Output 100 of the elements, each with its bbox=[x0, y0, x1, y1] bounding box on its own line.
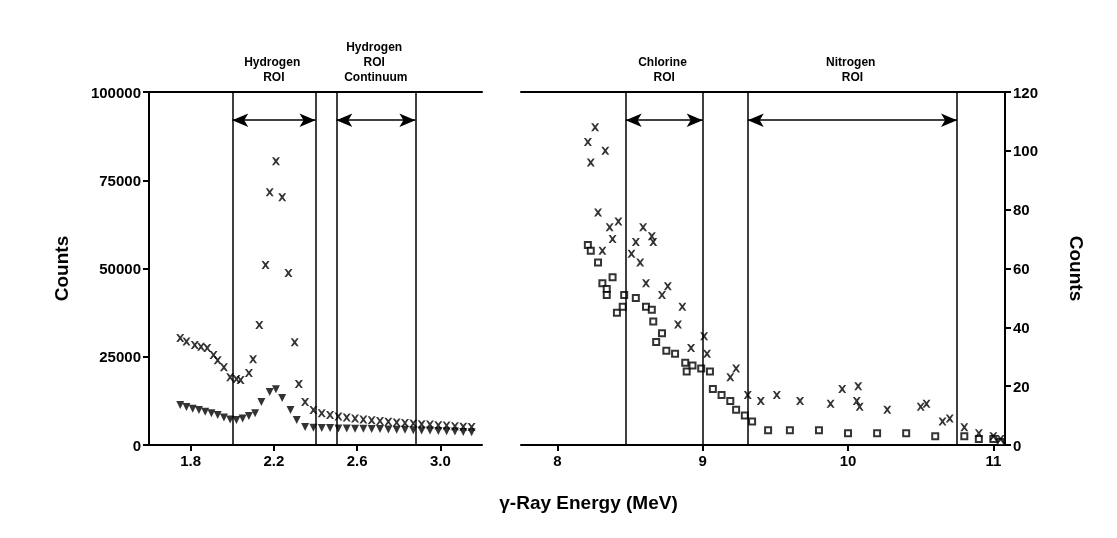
point bbox=[342, 413, 351, 422]
point bbox=[855, 402, 864, 411]
point bbox=[601, 146, 610, 155]
point bbox=[197, 342, 206, 351]
point bbox=[732, 405, 741, 414]
point bbox=[286, 406, 295, 415]
point bbox=[586, 158, 595, 167]
point bbox=[213, 356, 222, 365]
y2-tick-label: 120 bbox=[1013, 83, 1039, 101]
x-tick-label: 8 bbox=[553, 452, 562, 469]
point bbox=[376, 417, 385, 425]
point bbox=[636, 258, 645, 267]
point bbox=[301, 423, 310, 431]
point bbox=[662, 346, 671, 355]
point bbox=[255, 320, 264, 329]
x-tick-label: 3.0 bbox=[429, 452, 451, 469]
point bbox=[883, 405, 892, 414]
point bbox=[627, 249, 636, 258]
point bbox=[301, 397, 310, 406]
point bbox=[726, 373, 735, 382]
point bbox=[219, 413, 228, 422]
point bbox=[671, 349, 680, 358]
point bbox=[657, 290, 666, 299]
point bbox=[342, 424, 351, 433]
point bbox=[748, 417, 757, 426]
point bbox=[756, 396, 765, 405]
point bbox=[612, 308, 621, 317]
point bbox=[708, 385, 717, 394]
point bbox=[317, 409, 326, 418]
point bbox=[826, 399, 835, 408]
point bbox=[367, 425, 376, 434]
point bbox=[647, 305, 656, 314]
y2-tick-label: 40 bbox=[1013, 318, 1030, 336]
point bbox=[467, 428, 476, 437]
point bbox=[400, 425, 409, 434]
point bbox=[244, 412, 253, 421]
y2-tick-label: 0 bbox=[1013, 436, 1022, 454]
point bbox=[639, 223, 648, 232]
point bbox=[213, 410, 222, 419]
x-tick-label: 9 bbox=[698, 452, 707, 469]
point bbox=[687, 343, 696, 352]
point bbox=[814, 426, 823, 435]
point bbox=[317, 424, 326, 433]
point bbox=[960, 423, 969, 432]
point bbox=[649, 238, 658, 247]
point bbox=[594, 258, 603, 267]
point bbox=[796, 396, 805, 405]
point bbox=[583, 240, 592, 249]
point bbox=[586, 246, 595, 255]
text: Nitrogen ROI bbox=[826, 54, 879, 84]
point bbox=[271, 157, 280, 166]
point bbox=[852, 396, 861, 405]
point bbox=[376, 425, 385, 434]
point bbox=[384, 425, 393, 434]
x-tick-label: 2.2 bbox=[263, 452, 285, 469]
point bbox=[583, 138, 592, 147]
point bbox=[682, 367, 691, 376]
point bbox=[176, 334, 185, 343]
point bbox=[705, 367, 714, 376]
point bbox=[838, 385, 847, 394]
point bbox=[945, 414, 954, 423]
point bbox=[649, 317, 658, 326]
point bbox=[249, 355, 258, 364]
point bbox=[598, 279, 607, 288]
point bbox=[974, 435, 983, 444]
y-tick-label: 50000 bbox=[99, 260, 141, 277]
point bbox=[182, 337, 191, 346]
point bbox=[652, 338, 661, 347]
point bbox=[219, 363, 228, 372]
point bbox=[409, 426, 418, 435]
point bbox=[902, 429, 911, 438]
point bbox=[931, 432, 940, 441]
point bbox=[359, 415, 368, 424]
y-axis-title: Counts bbox=[51, 235, 72, 302]
y2-tick-label: 60 bbox=[1013, 260, 1030, 277]
point bbox=[663, 282, 672, 291]
point bbox=[614, 217, 623, 226]
point bbox=[703, 349, 712, 358]
point bbox=[974, 429, 983, 438]
point bbox=[631, 238, 640, 247]
point bbox=[642, 302, 650, 311]
point bbox=[657, 329, 666, 338]
point bbox=[916, 402, 925, 411]
x-tick-label: 11 bbox=[985, 452, 1002, 469]
point bbox=[594, 208, 603, 217]
point bbox=[261, 260, 270, 269]
point bbox=[960, 432, 969, 441]
point bbox=[182, 402, 191, 411]
point bbox=[717, 390, 726, 399]
point bbox=[772, 390, 781, 399]
y-tick-label: 100000 bbox=[90, 83, 141, 101]
point bbox=[194, 406, 203, 415]
y-tick-label: 0 bbox=[132, 436, 141, 454]
point bbox=[605, 223, 614, 232]
point bbox=[938, 417, 947, 426]
y2-tick-label: 100 bbox=[1013, 142, 1039, 160]
point bbox=[278, 394, 287, 403]
point bbox=[873, 429, 882, 438]
y-tick-label: 25000 bbox=[99, 348, 141, 366]
y2-axis-title: Counts bbox=[1066, 235, 1087, 302]
